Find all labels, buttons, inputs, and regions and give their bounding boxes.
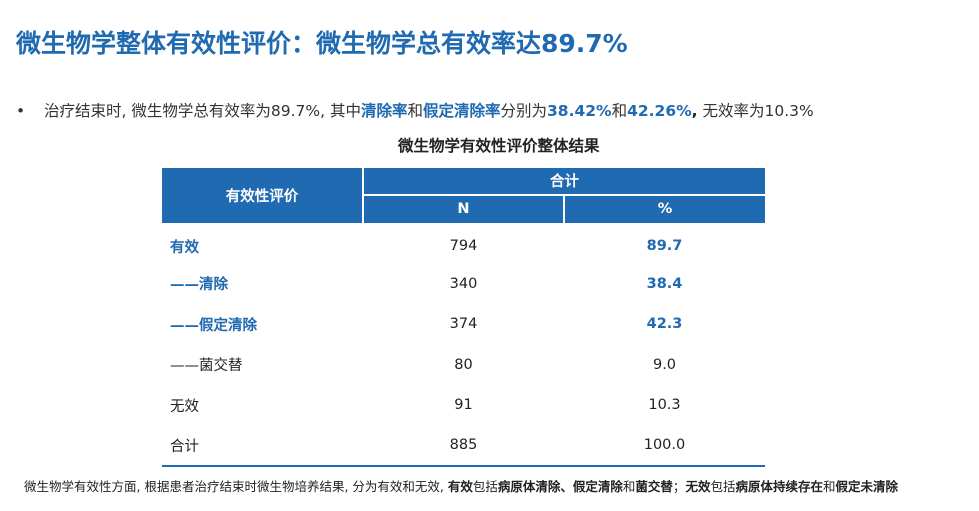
footnote: 微生物学有效性方面, 根据患者治疗结束时微生物培养结果, 分为有效和无效, 有效… [24, 476, 898, 495]
highlight-value-1: 38.42% [547, 102, 612, 120]
table-row: 无效 91 10.3 [162, 385, 765, 426]
row-label: ——菌交替 [170, 358, 243, 375]
header-n: N [363, 194, 565, 223]
results-table: 有效性评价 合计 N % 有效 794 89.7 ——清除 340 38.4 —… [162, 168, 765, 467]
row-percent: 38.4 [646, 275, 683, 292]
footnote-text: 微生物学有效性方面, 根据患者治疗结束时微生物培养结果, 分为有效和无效, [24, 479, 448, 494]
row-label: ——清除 [170, 277, 228, 294]
page-title: 微生物学整体有效性评价：微生物学总有效率达89.7% [16, 29, 628, 58]
bullet-text: 和 [611, 102, 628, 120]
highlight-clearance-rate: 清除率 [360, 102, 408, 120]
table-row: 有效 794 89.7 [162, 223, 765, 264]
row-label: 合计 [162, 425, 363, 467]
highlight-value-2: 42.26% [627, 102, 692, 120]
highlight-presumed-clearance-rate: 假定清除率 [422, 102, 501, 120]
header-percent: % [564, 194, 765, 223]
bullet-dot: • [16, 102, 26, 120]
footnote-bold: 病原体清除、假定清除 [497, 479, 623, 494]
footnote-text: ； [672, 479, 686, 494]
bullet-text: 和 [407, 102, 423, 120]
row-percent: 42.3 [646, 316, 683, 333]
row-label: 有效 [170, 239, 199, 256]
footnote-text: 和 [822, 479, 836, 494]
row-percent: 9.0 [652, 356, 677, 373]
footnote-bold: 病原体持续存在 [735, 479, 823, 494]
table-row: 合计 885 100.0 [162, 425, 765, 467]
table-row: ——清除 340 38.4 [162, 264, 765, 305]
bullet-text: 无效率为10.3% [697, 102, 814, 120]
row-label: ——假定清除 [170, 317, 257, 334]
row-percent: 89.7 [646, 238, 683, 255]
header-evaluation: 有效性评价 [162, 168, 364, 223]
bullet-text: 治疗结束时, 微生物学总有效率为89.7%, 其中 [44, 102, 361, 120]
row-n: 80 [454, 356, 473, 373]
row-percent: 10.3 [648, 397, 681, 414]
footnote-text: 包括 [472, 479, 498, 494]
footnote-bold: 有效 [447, 479, 473, 494]
table-row: ——菌交替 80 9.0 [162, 345, 765, 386]
row-n: 885 [363, 425, 564, 467]
bullet-text: 分别为 [500, 102, 548, 120]
row-n: 340 [449, 275, 478, 292]
row-percent: 100.0 [564, 425, 765, 467]
row-n: 374 [449, 316, 478, 333]
footnote-text: 包括 [710, 479, 736, 494]
row-n: 794 [449, 238, 478, 255]
table-row: ——假定清除 374 42.3 [162, 304, 765, 345]
footnote-bold: 假定未清除 [835, 479, 899, 494]
footnote-text: 和 [622, 479, 636, 494]
bullet-comma: , [691, 102, 698, 120]
footnote-bold: 菌交替 [635, 479, 673, 494]
table-title: 微生物学有效性评价整体结果 [398, 137, 600, 155]
summary-bullet: • 治疗结束时, 微生物学总有效率为89.7%, 其中清除率和假定清除率分别为38… [16, 99, 814, 121]
row-label: 无效 [170, 398, 199, 415]
header-total: 合计 [363, 168, 765, 196]
footnote-bold: 无效 [685, 479, 711, 494]
row-n: 91 [454, 397, 473, 414]
